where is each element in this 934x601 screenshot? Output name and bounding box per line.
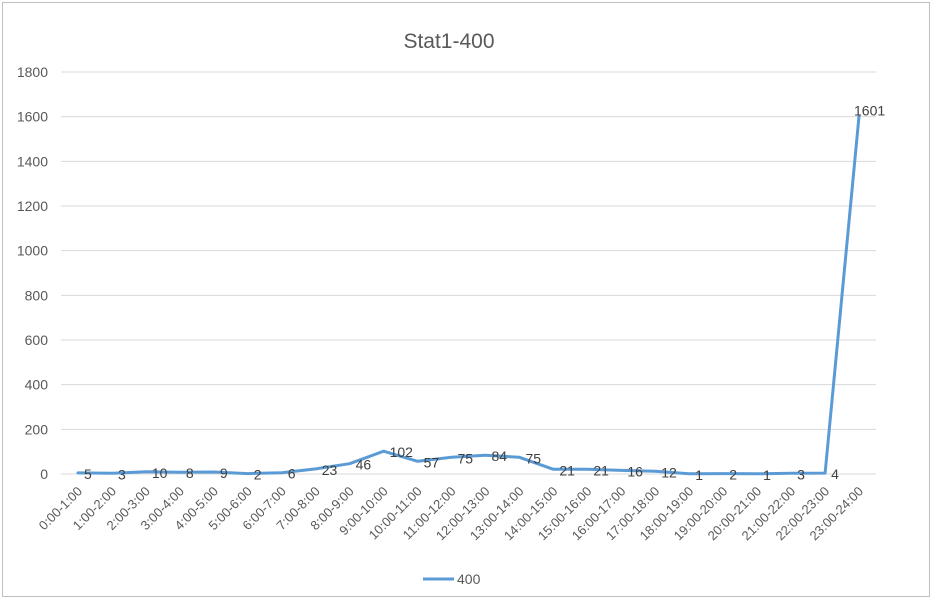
data-label: 102 (390, 444, 414, 460)
data-label: 23 (322, 462, 338, 478)
gridlines (61, 71, 876, 475)
y-tick-label: 200 (25, 421, 49, 437)
data-label: 1 (763, 467, 771, 483)
data-label: 21 (559, 462, 575, 478)
data-label: 46 (356, 457, 372, 473)
y-tick-label: 800 (25, 287, 49, 303)
data-label: 3 (797, 466, 805, 482)
data-label: 3 (118, 466, 126, 482)
data-label: 16 (627, 463, 643, 479)
y-tick-label: 1000 (17, 243, 48, 259)
y-tick-label: 0 (40, 466, 48, 482)
chart-title: Stat1-400 (403, 30, 494, 53)
legend: 400 (423, 571, 481, 587)
data-label: 2 (254, 467, 262, 483)
y-tick-label: 600 (25, 332, 49, 348)
data-label: 4 (831, 466, 839, 482)
y-axis-tick-labels: 0 200 400 600 800 1000 1200 1400 1600 1800 (17, 64, 48, 482)
series-line (76, 114, 861, 476)
legend-entry: 400 (457, 571, 481, 587)
data-label: 10 (152, 465, 168, 481)
data-label: 57 (424, 454, 440, 470)
y-tick-label: 400 (25, 377, 49, 393)
data-label: 8 (186, 465, 194, 481)
series-400 (76, 114, 861, 476)
data-label: 75 (525, 450, 541, 466)
data-label: 5 (84, 466, 92, 482)
y-tick-label: 1200 (17, 198, 48, 214)
data-label: 12 (661, 464, 677, 480)
data-label: 1601 (854, 102, 885, 118)
y-tick-label: 1400 (17, 153, 48, 169)
y-tick-label: 1600 (17, 109, 48, 125)
data-label: 9 (220, 465, 228, 481)
data-label: 84 (491, 448, 507, 464)
data-label: 6 (288, 466, 296, 482)
line-chart: Stat1-400 020040060080010001200140016001… (17, 30, 886, 587)
data-label: 2 (729, 467, 737, 483)
data-label: 21 (593, 462, 609, 478)
y-tick-label: 1800 (17, 64, 48, 80)
x-axis-tick-labels: 0:00-1:001:00-2:002:00-3:003:00-4:004:00… (36, 484, 866, 544)
data-label: 1 (695, 467, 703, 483)
data-label: 75 (458, 450, 474, 466)
